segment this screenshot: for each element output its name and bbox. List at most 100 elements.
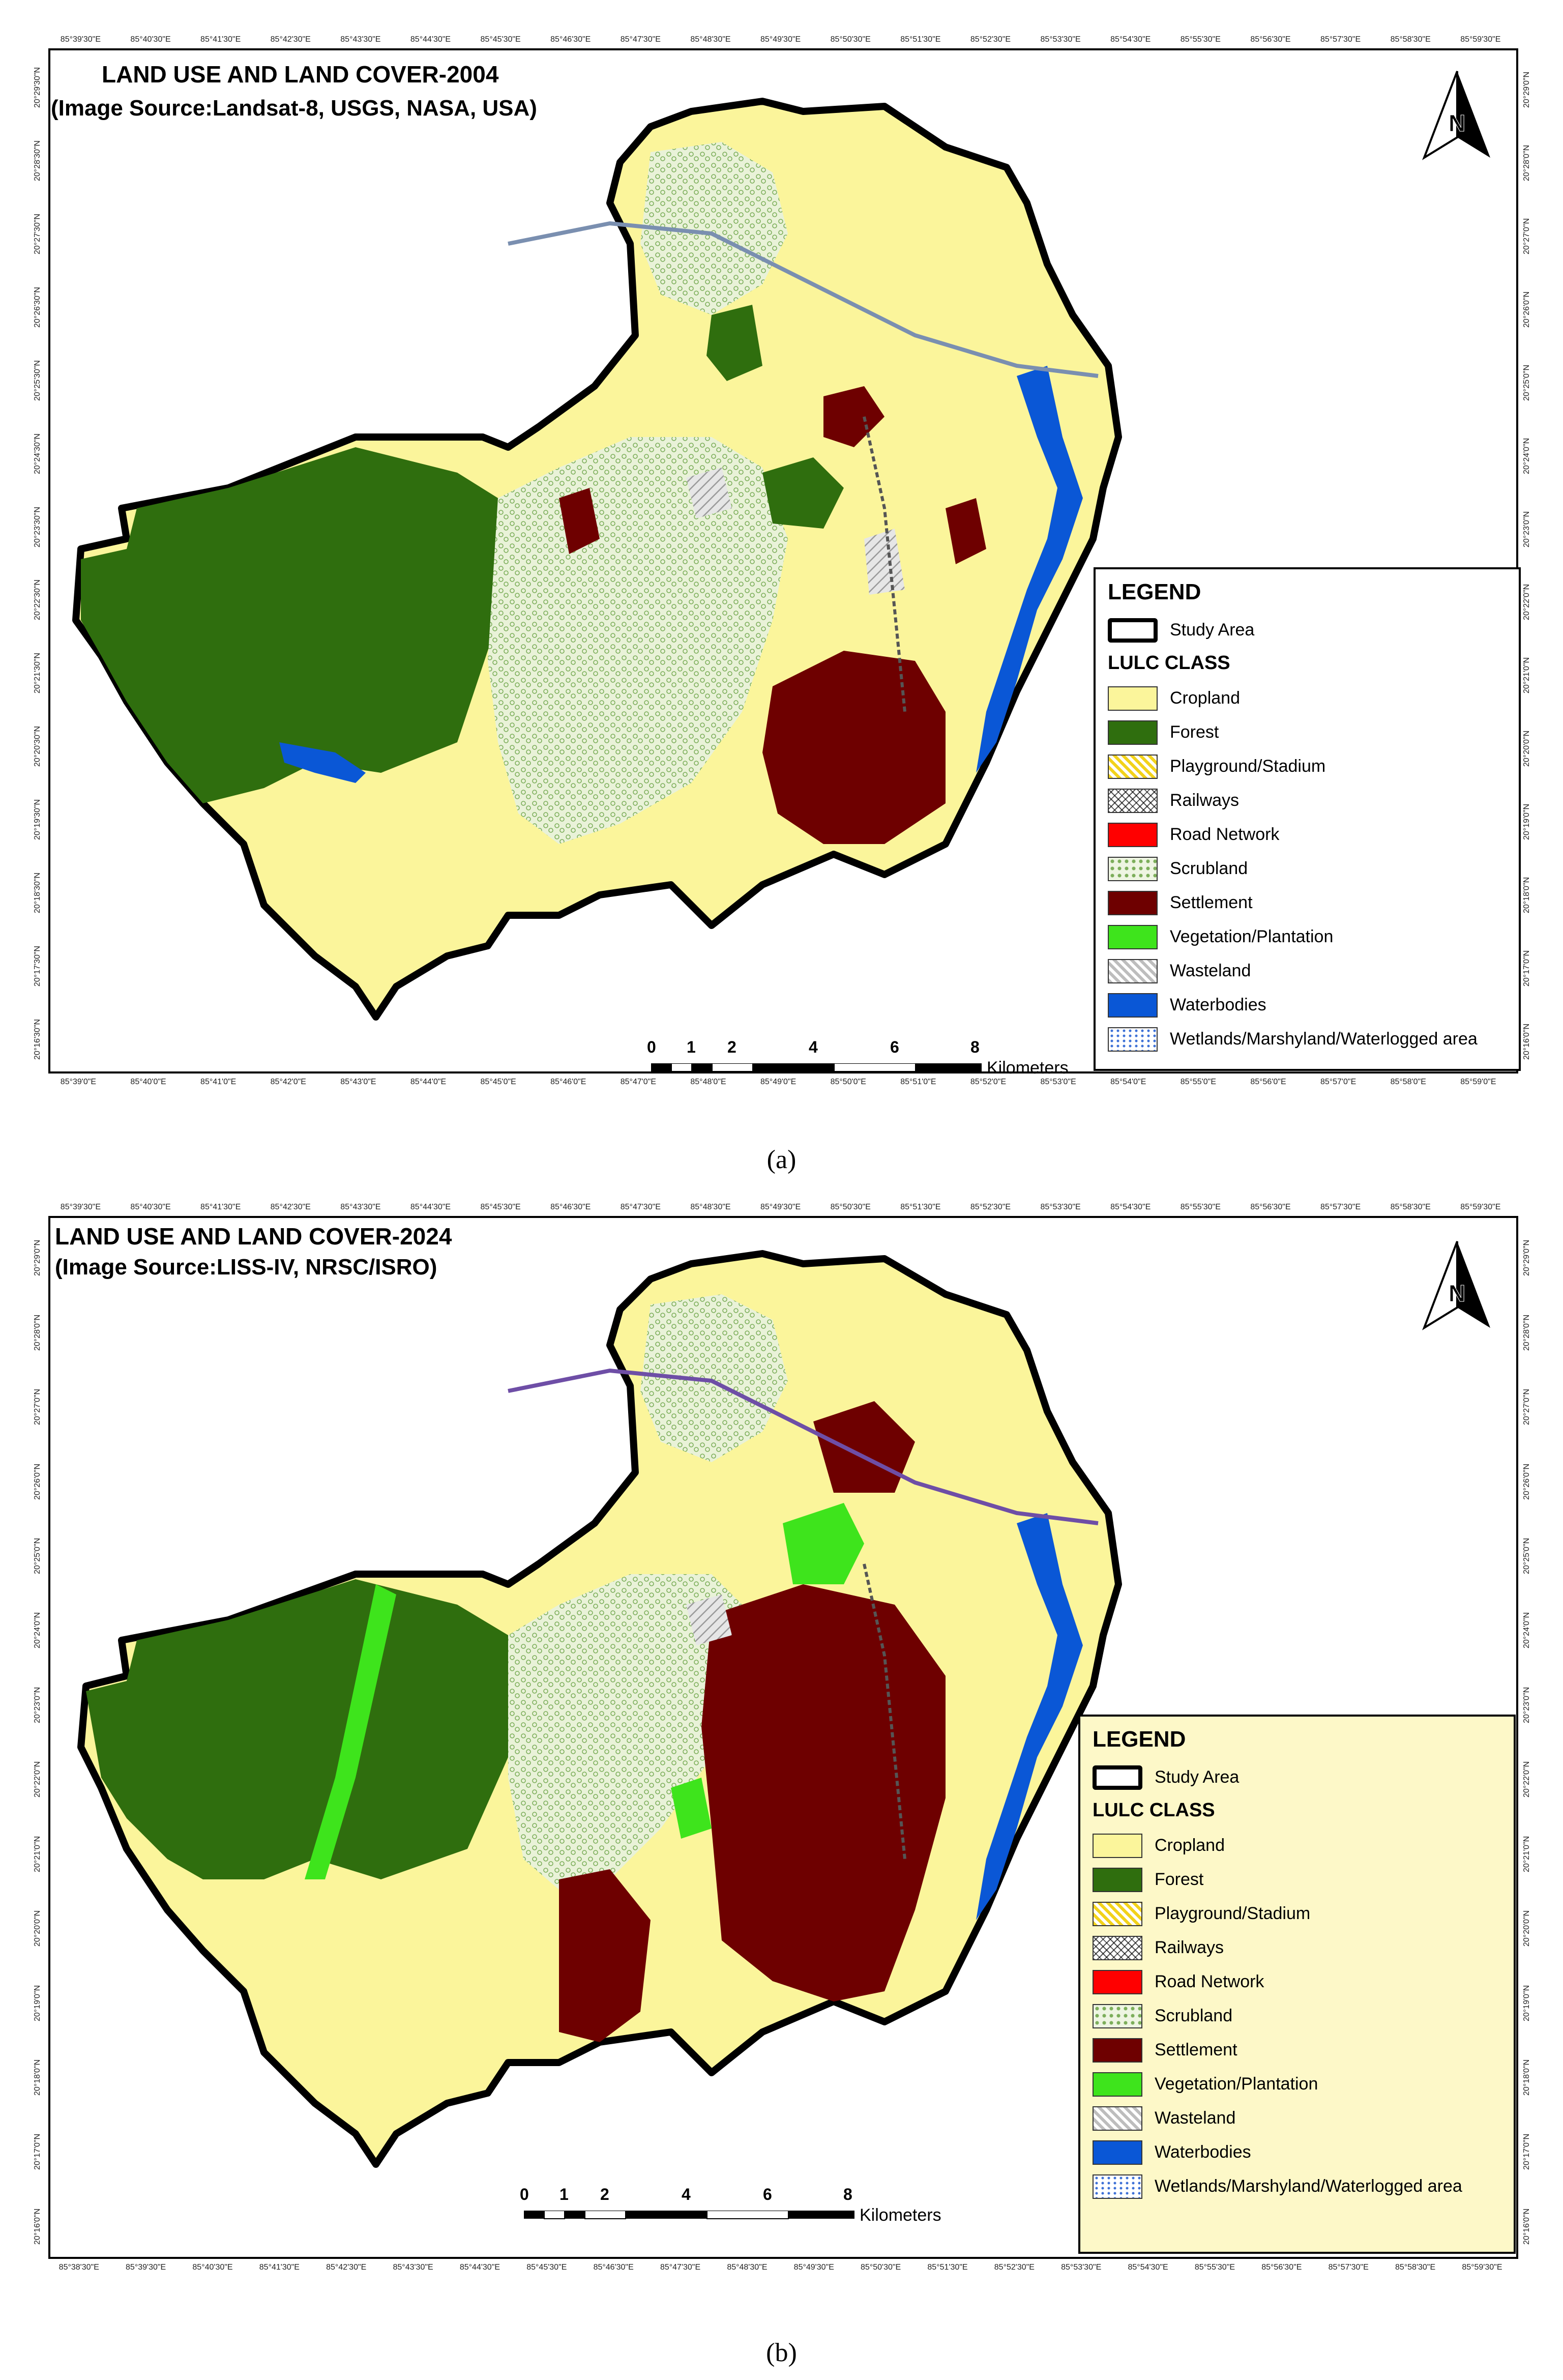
legend-row-settlement: Settlement (1108, 886, 1507, 920)
scale-label-6: 6 (763, 2185, 772, 2203)
settlement-patch-a2 (823, 386, 884, 447)
graticule-label: 20°27'0"N (33, 1388, 42, 1426)
legend-swatch (1108, 924, 1158, 949)
vegetation-patch-b1 (783, 1503, 864, 1584)
graticule-label: 85°55'30"E (1194, 2263, 1235, 2272)
graticule-label: 85°43'30"E (340, 35, 381, 44)
study-area-swatch (1093, 1765, 1142, 1790)
graticule-label: 20°28'0"N (1522, 144, 1531, 181)
graticule-label: 20°27'0"N (1522, 218, 1531, 254)
settlement-patch-a1 (762, 651, 946, 844)
legend-row-settlement: Settlement (1093, 2033, 1501, 2067)
graticule-label: 85°45'0"E (480, 1078, 516, 1086)
graticule-label: 85°51'30"E (900, 35, 941, 44)
graticule-label: 20°26'30"N (33, 286, 42, 328)
legend-label: Forest (1170, 722, 1219, 742)
graticule-label: 85°40'30"E (130, 1203, 171, 1211)
graticule-label: 20°23'0"N (1522, 511, 1531, 547)
graticule-label: 20°21'0"N (1522, 1836, 1531, 1872)
graticule-label: 85°56'30"E (1261, 2263, 1302, 2272)
settlement-area-b1 (701, 1584, 946, 2001)
legend-swatch (1093, 2004, 1142, 2028)
caption-a: (a) (766, 1145, 797, 1174)
legend-label: Wetlands/Marshyland/Waterlogged area (1170, 1029, 1478, 1049)
graticule-label: 20°26'0"N (33, 1463, 42, 1500)
graticule-label: 85°44'30"E (410, 1203, 451, 1211)
legend-row-waterbodies: Waterbodies (1093, 2135, 1501, 2169)
graticule-label: 85°52'0"E (970, 1078, 1007, 1086)
legend-row-waterbodies: Waterbodies (1108, 988, 1507, 1022)
forest-area-a (81, 447, 498, 803)
graticule-label: 20°23'0"N (1522, 1687, 1531, 1723)
settlement-patch-a3 (559, 488, 600, 554)
scale-label-4: 4 (682, 2185, 691, 2203)
graticule-label: 85°40'30"E (130, 35, 171, 44)
legend-class-list-a: Cropland Forest Playground/Stadium Railways… (1108, 681, 1507, 1056)
legend-label: Settlement (1170, 893, 1253, 912)
graticule-label: 20°20'0"N (33, 1910, 42, 1947)
graticule-label: 85°56'0"E (1250, 1078, 1286, 1086)
legend-label: Scrubland (1170, 859, 1248, 878)
legend-class-heading: LULC CLASS (1093, 1799, 1215, 1821)
graticule-label: 85°39'30"E (60, 35, 101, 44)
north-arrow-icon-b: N (1422, 1241, 1490, 1330)
forest-patch-a2 (762, 457, 844, 529)
graticule-label: 85°50'30"E (830, 1203, 871, 1211)
river-a (976, 366, 1083, 773)
graticule-label: 20°16'0"N (33, 2208, 42, 2245)
legend-swatch (1093, 1867, 1142, 1892)
graticule-label: 20°27'30"N (33, 213, 42, 254)
legend-row-study-area: Study Area (1108, 613, 1507, 647)
graticule-label: 85°52'30"E (970, 35, 1011, 44)
graticule-label: 85°56'30"E (1250, 35, 1291, 44)
graticule-label: 85°48'30"E (727, 2263, 768, 2272)
graticule-label: 85°58'30"E (1395, 2263, 1436, 2272)
legend-row-road-network: Road Network (1093, 1965, 1501, 1999)
graticule-label: 85°40'30"E (192, 2263, 233, 2272)
legend-row-playground-stadium: Playground/Stadium (1093, 1897, 1501, 1931)
graticule-label: 85°42'30"E (270, 1203, 311, 1211)
graticule-label: 85°51'0"E (900, 1078, 936, 1086)
graticule-label: 20°29'0"N (1522, 71, 1531, 108)
graticule-label: 85°47'30"E (620, 35, 661, 44)
scrubland-area-a (488, 437, 788, 844)
reservoir-a (279, 742, 366, 783)
graticule-label: 85°51'30"E (927, 2263, 968, 2272)
graticule-label: 85°55'30"E (1180, 1203, 1221, 1211)
settlement-patch-a4 (946, 498, 986, 564)
legend-label: Waterbodies (1170, 995, 1266, 1014)
graticule-label: 85°41'0"E (200, 1078, 237, 1086)
graticule-label: 20°26'0"N (1522, 1463, 1531, 1500)
scale-label-8: 8 (843, 2185, 852, 2203)
legend-swatch (1093, 1901, 1142, 1926)
graticule-label: 20°18'0"N (1522, 2059, 1531, 2096)
legend-label: Forest (1155, 1870, 1204, 1889)
vegetation-patch-b2 (671, 1778, 712, 1839)
scale-bar-graphic-a (651, 1063, 982, 1072)
graticule-label: 20°17'30"N (33, 946, 42, 987)
legend-row-playground-stadium: Playground/Stadium (1108, 749, 1507, 783)
graticule-label: 85°44'30"E (410, 35, 451, 44)
graticule-label: 85°59'30"E (1462, 2263, 1502, 2272)
graticule-label: 20°24'0"N (33, 1612, 42, 1649)
graticule-label: 20°20'30"N (33, 726, 42, 767)
legend-label: Vegetation/Plantation (1170, 927, 1334, 946)
map-title-b: LAND USE AND LAND COVER-2024 (55, 1223, 452, 1250)
legend-swatch (1093, 1833, 1142, 1858)
graticule-label: 20°25'0"N (33, 1537, 42, 1574)
graticule-label: 85°39'0"E (60, 1078, 97, 1086)
north-arrow-label-b: N (1449, 1280, 1465, 1307)
map-subtitle-b: (Image Source:LISS-IV, NRSC/ISRO) (55, 1255, 437, 1280)
legend-b: LEGEND Study Area LULC CLASS Cropland For… (1078, 1715, 1516, 2254)
legend-swatch (1108, 720, 1158, 745)
legend-swatch (1093, 2106, 1142, 2131)
legend-label: Cropland (1155, 1836, 1225, 1855)
graticule-label: 85°57'30"E (1328, 2263, 1369, 2272)
legend-swatch (1093, 2072, 1142, 2097)
scrubland-area-north-b (640, 1294, 788, 1462)
north-arrow-icon-a: N (1422, 71, 1490, 160)
legend-swatch (1108, 890, 1158, 915)
legend-row-scrubland: Scrubland (1108, 852, 1507, 886)
graticule-label: 20°20'0"N (1522, 731, 1531, 767)
graticule-label: 20°18'0"N (1522, 877, 1531, 914)
